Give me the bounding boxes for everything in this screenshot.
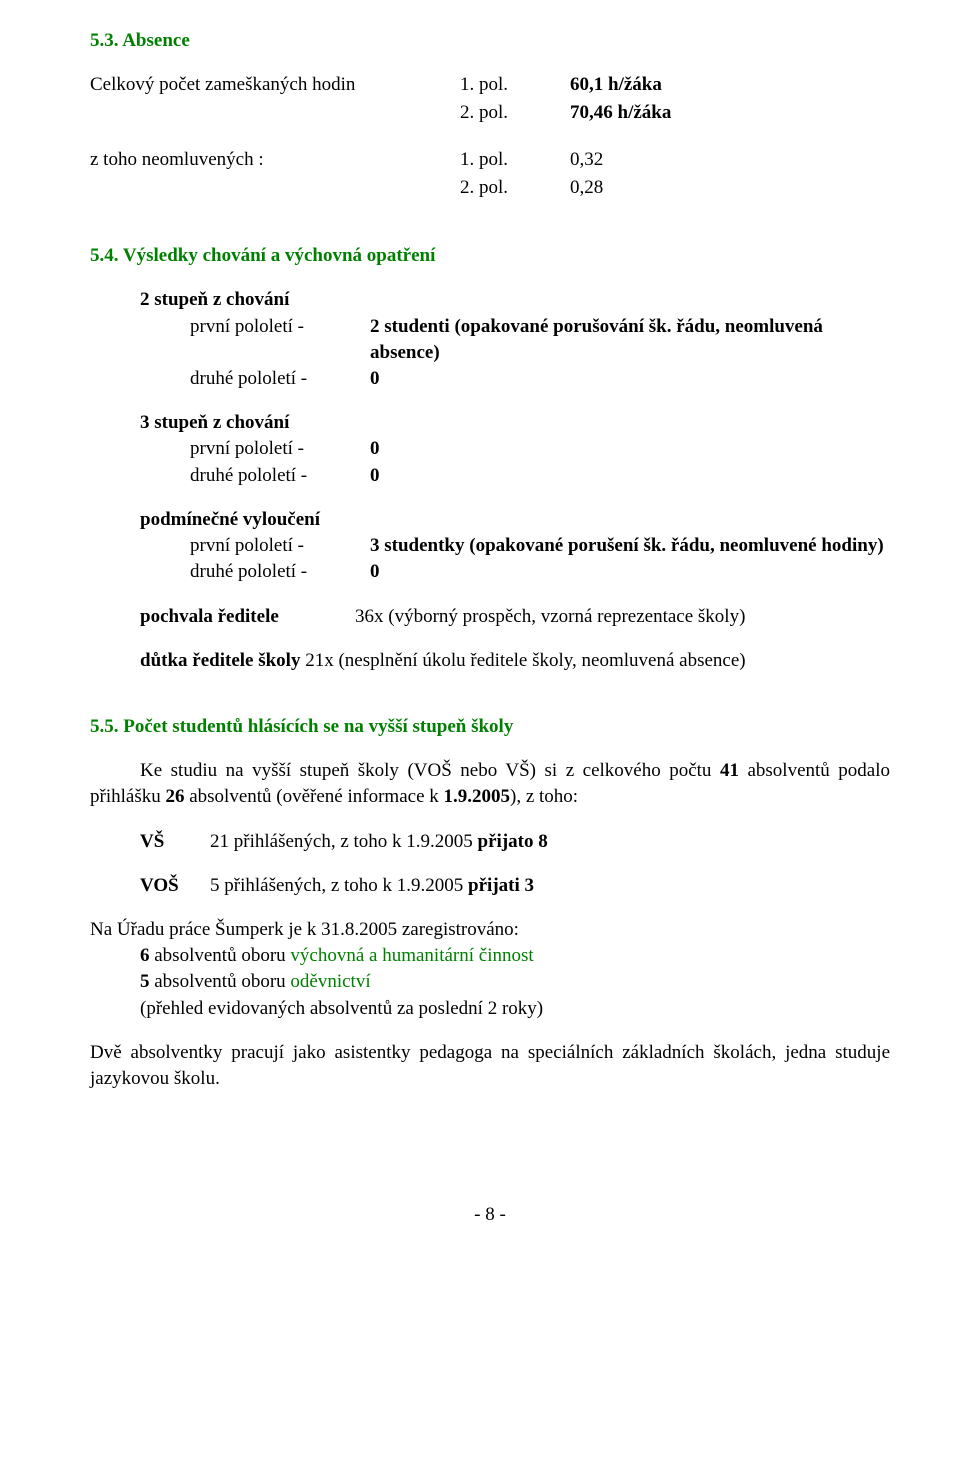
vos-label: VOŠ [140, 873, 210, 899]
vs-text-a: 21 přihlášených, z toho k 1.9.2005 [210, 831, 478, 852]
absence-total-val-1: 60,1 h/žáka [570, 72, 890, 98]
degree2-second-label: druhé pololetí - [190, 366, 370, 392]
p-a: Ke studiu na vyšší stupeň školy (VOŠ neb… [140, 760, 720, 781]
vos-text: 5 přihlášených, z toho k 1.9.2005 přijat… [210, 873, 534, 899]
degree2-title: 2 stupeň z chování [140, 287, 890, 313]
vs-text: 21 přihlášených, z toho k 1.9.2005 přija… [210, 829, 548, 855]
degree3-first-label: první pololetí - [190, 436, 370, 462]
vs-line: VŠ 21 přihlášených, z toho k 1.9.2005 př… [140, 829, 890, 855]
absence-unexcused-pol-2: 2. pol. [460, 175, 570, 201]
degree2-first-label: první pololetí - [190, 314, 370, 366]
cond-first-value: 3 studentky (opakované porušení šk. řádu… [370, 533, 890, 559]
p-b: 41 [720, 760, 739, 781]
absence-total-pol-2: 2. pol. [460, 100, 570, 126]
or2-b: absolventů oboru [150, 971, 291, 992]
p-g: ), z toho: [510, 786, 578, 807]
reprimand-value: 21x (nesplnění úkolu ředitele školy, neo… [300, 650, 745, 671]
degree3-first-value: 0 [370, 436, 890, 462]
degree3-second-label: druhé pololetí - [190, 463, 370, 489]
closing-paragraph: Dvě absolventky pracují jako asistentky … [90, 1040, 890, 1092]
or2-a: 5 [140, 971, 150, 992]
reprimand-label: důtka ředitele školy [140, 650, 300, 671]
p-f: 1.9.2005 [444, 786, 511, 807]
cond-first-label: první pololetí - [190, 533, 370, 559]
sec55-paragraph: Ke studiu na vyšší stupeň školy (VOŠ neb… [90, 758, 890, 810]
heading-5-4: 5.4. Výsledky chování a výchovná opatřen… [90, 243, 890, 269]
office-row-1: 6 absolventů oboru výchovná a humanitárn… [140, 943, 890, 969]
absence-unexcused-label: z toho neomluvených : [90, 147, 460, 173]
degree3-second-value: 0 [370, 463, 890, 489]
vs-text-b: přijato 8 [478, 831, 548, 852]
heading-5-5: 5.5. Počet studentů hlásících se na vyšš… [90, 714, 890, 740]
absence-total-row-2: 2. pol. 70,46 h/žáka [90, 100, 890, 126]
p-d: 26 [165, 786, 184, 807]
cond-second-label: druhé pololetí - [190, 559, 370, 585]
absence-unexcused-row-2: 2. pol. 0,28 [90, 175, 890, 201]
p-e: absolventů (ověřené informace k [184, 786, 443, 807]
vos-text-b: přijati 3 [468, 875, 534, 896]
absence-unexcused-val-2: 0,28 [570, 175, 890, 201]
absence-total-row-1: Celkový počet zameškaných hodin 1. pol. … [90, 72, 890, 98]
or1-c: výchovná a humanitární činnost [290, 945, 533, 966]
degree3-title: 3 stupeň z chování [140, 410, 890, 436]
or1-b: absolventů oboru [150, 945, 291, 966]
praise-value: 36x (výborný prospěch, vzorná reprezenta… [355, 604, 890, 630]
degree2-second-value: 0 [370, 366, 890, 392]
office-row-3: (přehled evidovaných absolventů za posle… [140, 996, 890, 1022]
absence-total-label-empty [90, 100, 460, 126]
heading-5-3: 5.3. Absence [90, 28, 890, 54]
praise-label: pochvala ředitele [140, 604, 355, 630]
vos-line: VOŠ 5 přihlášených, z toho k 1.9.2005 př… [140, 873, 890, 899]
absence-total-label: Celkový počet zameškaných hodin [90, 72, 460, 98]
absence-unexcused-label-empty [90, 175, 460, 201]
labour-office-line: Na Úřadu práce Šumperk je k 31.8.2005 za… [90, 917, 890, 943]
absence-unexcused-pol-1: 1. pol. [460, 147, 570, 173]
absence-unexcused-row-1: z toho neomluvených : 1. pol. 0,32 [90, 147, 890, 173]
degree2-first-value: 2 studenti (opakované porušování šk. řád… [370, 314, 890, 366]
vs-label: VŠ [140, 829, 210, 855]
vos-text-a: 5 přihlášených, z toho k 1.9.2005 [210, 875, 468, 896]
cond-second-value: 0 [370, 559, 890, 585]
absence-unexcused-val-1: 0,32 [570, 147, 890, 173]
page-number: - 8 - [90, 1202, 890, 1228]
or1-a: 6 [140, 945, 150, 966]
absence-total-pol-1: 1. pol. [460, 72, 570, 98]
reprimand-line: důtka ředitele školy 21x (nesplnění úkol… [140, 648, 890, 674]
conditional-exclusion-title: podmínečné vyloučení [140, 507, 890, 533]
office-row-2: 5 absolventů oboru oděvnictví [140, 969, 890, 995]
or2-c: oděvnictví [290, 971, 370, 992]
absence-total-val-2: 70,46 h/žáka [570, 100, 890, 126]
